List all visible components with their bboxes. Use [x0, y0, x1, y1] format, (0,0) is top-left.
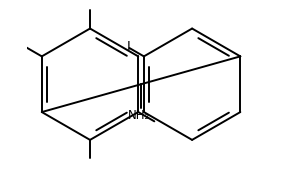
- Text: NH₂: NH₂: [128, 109, 150, 122]
- Text: I: I: [127, 40, 131, 53]
